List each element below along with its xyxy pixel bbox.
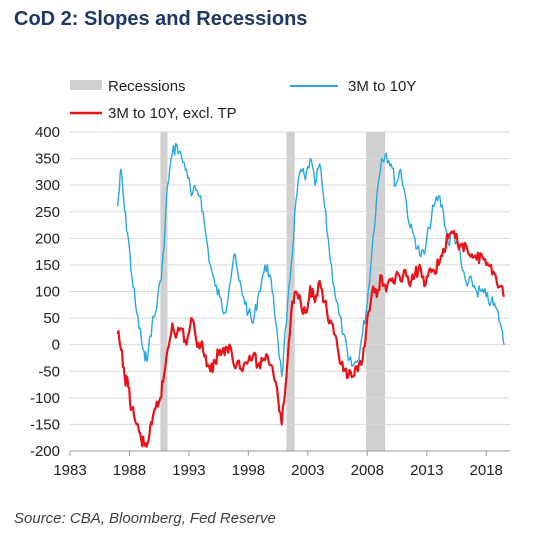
y-tick-label: 0 (52, 337, 60, 354)
x-tick-label: 2008 (351, 462, 384, 479)
y-tick-label: 200 (35, 230, 60, 247)
legend-label-recessions: Recessions (108, 78, 186, 95)
y-tick-label: 300 (35, 177, 60, 194)
source-note: Source: CBA, Bloomberg, Fed Reserve (14, 510, 276, 527)
y-tick-label: -150 (30, 416, 60, 433)
y-tick-label: 50 (43, 310, 60, 327)
y-tick-label: 400 (35, 124, 60, 141)
x-tick-label: 2018 (470, 462, 503, 479)
y-tick-label: 250 (35, 204, 60, 221)
x-tick-label: 1998 (232, 462, 265, 479)
y-tick-label: 350 (35, 151, 60, 168)
legend-swatch-recessions (70, 80, 102, 90)
series-line-3m-10y (116, 142, 505, 378)
x-tick-label: 2003 (291, 462, 324, 479)
y-tick-label: 150 (35, 257, 60, 274)
x-tick-label: 1983 (53, 462, 86, 479)
y-tick-label: -200 (30, 443, 60, 460)
series-line-3m-10y-excl-tp (116, 229, 506, 448)
x-tick-label: 1993 (172, 462, 205, 479)
y-tick-label: -50 (38, 363, 60, 380)
legend-label-3m-10y: 3M to 10Y (348, 78, 416, 95)
chart-title: CoD 2: Slopes and Recessions (14, 8, 308, 30)
x-tick-label: 2013 (410, 462, 443, 479)
y-tick-label: -100 (30, 390, 60, 407)
legend-label-3m-10y-excl-tp: 3M to 10Y, excl. TP (108, 105, 237, 122)
x-tick-label: 1988 (113, 462, 146, 479)
chart: -200 -150 -100 -50 0 50 100 150 200 250 300 350 400 1… (30, 78, 510, 479)
y-tick-label: 100 (35, 284, 60, 301)
